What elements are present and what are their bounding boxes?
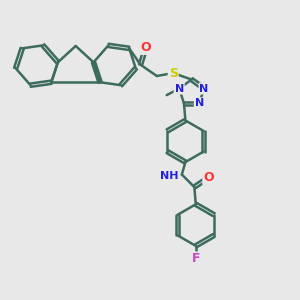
Text: F: F	[192, 253, 200, 266]
Text: S: S	[169, 67, 178, 80]
Text: NH: NH	[160, 171, 178, 181]
Text: N: N	[195, 98, 204, 108]
Text: O: O	[203, 171, 214, 184]
Text: O: O	[140, 41, 151, 54]
Text: N: N	[175, 84, 184, 94]
Text: N: N	[200, 84, 209, 94]
